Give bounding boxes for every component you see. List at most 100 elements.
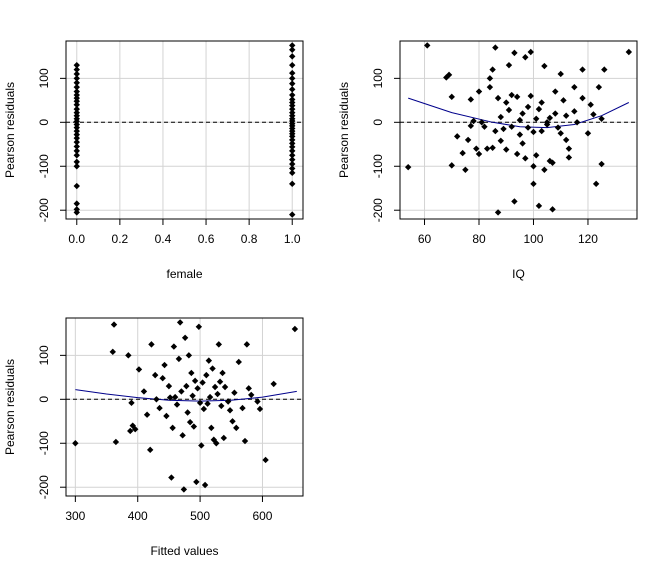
data-point [598,115,605,122]
data-point [533,152,540,159]
data-point [424,42,431,49]
data-point [166,394,174,401]
x-axis: 300 400 500 600 [65,496,273,523]
y-tick-label: -100 [37,154,51,178]
data-point [73,101,80,108]
data-point [530,163,537,170]
data-point [289,102,296,109]
data-point [289,105,296,113]
data-point [289,211,296,218]
data-point [549,159,556,166]
y-axis: -200 -100 0 100 [37,345,66,499]
data-point [171,393,179,401]
data-point [289,46,296,53]
data-point [179,432,186,439]
x-tick-label: 300 [65,509,85,523]
data-point [128,399,135,407]
data-point [73,134,80,142]
data-point [73,105,80,113]
data-point [625,48,633,56]
data-point [169,424,176,432]
data-point [233,424,240,432]
data-point [239,404,246,412]
data-point [175,355,183,363]
data-point [289,80,296,87]
data-point [289,140,296,147]
data-point [73,138,80,146]
data-point [467,122,475,130]
data-point [109,348,116,356]
x-tick-label: 1.0 [284,232,301,246]
data-point [140,388,148,395]
data-point [489,66,496,73]
data-point [170,343,178,350]
data-point [527,48,534,56]
data-point [492,127,499,135]
grid [66,318,303,496]
data-point [546,114,554,122]
plot-frame [65,317,304,497]
data-point [508,91,515,99]
data-point [219,369,226,377]
data-point [289,91,296,99]
data-point [291,325,299,333]
data-point [511,49,518,57]
y-axis-label: Pearson residuals [3,359,17,455]
data-point [467,96,475,103]
data-point [194,385,201,392]
data-point [573,119,581,126]
x-tick-label: 100 [523,232,543,246]
data-point [500,125,507,133]
data-point [454,133,461,140]
data-point [132,425,139,433]
x-tick-label: 80 [472,232,486,246]
data-point [289,143,296,151]
x-tick-label: 500 [190,509,210,523]
data-point [289,152,296,159]
data-point [224,398,232,405]
x-axis-label: female [166,267,202,281]
points [72,319,299,493]
y-tick-label: 100 [37,345,51,365]
data-point [486,83,494,91]
data-point [241,437,249,445]
data-point [201,481,209,489]
data-point [73,147,80,155]
x-axis: 0.0 0.2 0.4 0.6 0.8 1.0 [68,219,301,246]
data-point [204,400,211,407]
data-point [492,44,499,51]
data-point [527,92,534,100]
data-point [552,110,559,117]
x-tick-label: 0.8 [241,232,258,246]
y-tick-label: -200 [37,198,51,222]
data-point [229,418,236,425]
data-point [211,383,219,391]
data-point [146,446,154,454]
data-point [73,79,80,86]
smooth-curve [408,97,630,129]
data-point [579,94,586,102]
data-point [289,180,296,188]
data-point [270,380,277,388]
data-point [73,70,80,78]
data-point [215,341,223,348]
data-point [535,202,543,210]
y-tick-label: -200 [371,198,385,222]
data-point [505,106,513,114]
data-point [73,61,80,69]
x-tick-label: 0.0 [68,232,85,246]
data-point [562,136,570,144]
x-axis-label: Fitted values [150,544,218,558]
data-point [478,119,485,126]
y-tick-label: 100 [371,68,385,88]
data-point [206,393,214,401]
data-point [159,375,166,382]
data-point [522,155,529,162]
y-tick-label: 0 [371,119,385,126]
data-point [256,405,264,413]
data-point [73,88,80,95]
data-point [148,341,155,348]
data-point [516,116,524,124]
data-point [475,88,483,95]
